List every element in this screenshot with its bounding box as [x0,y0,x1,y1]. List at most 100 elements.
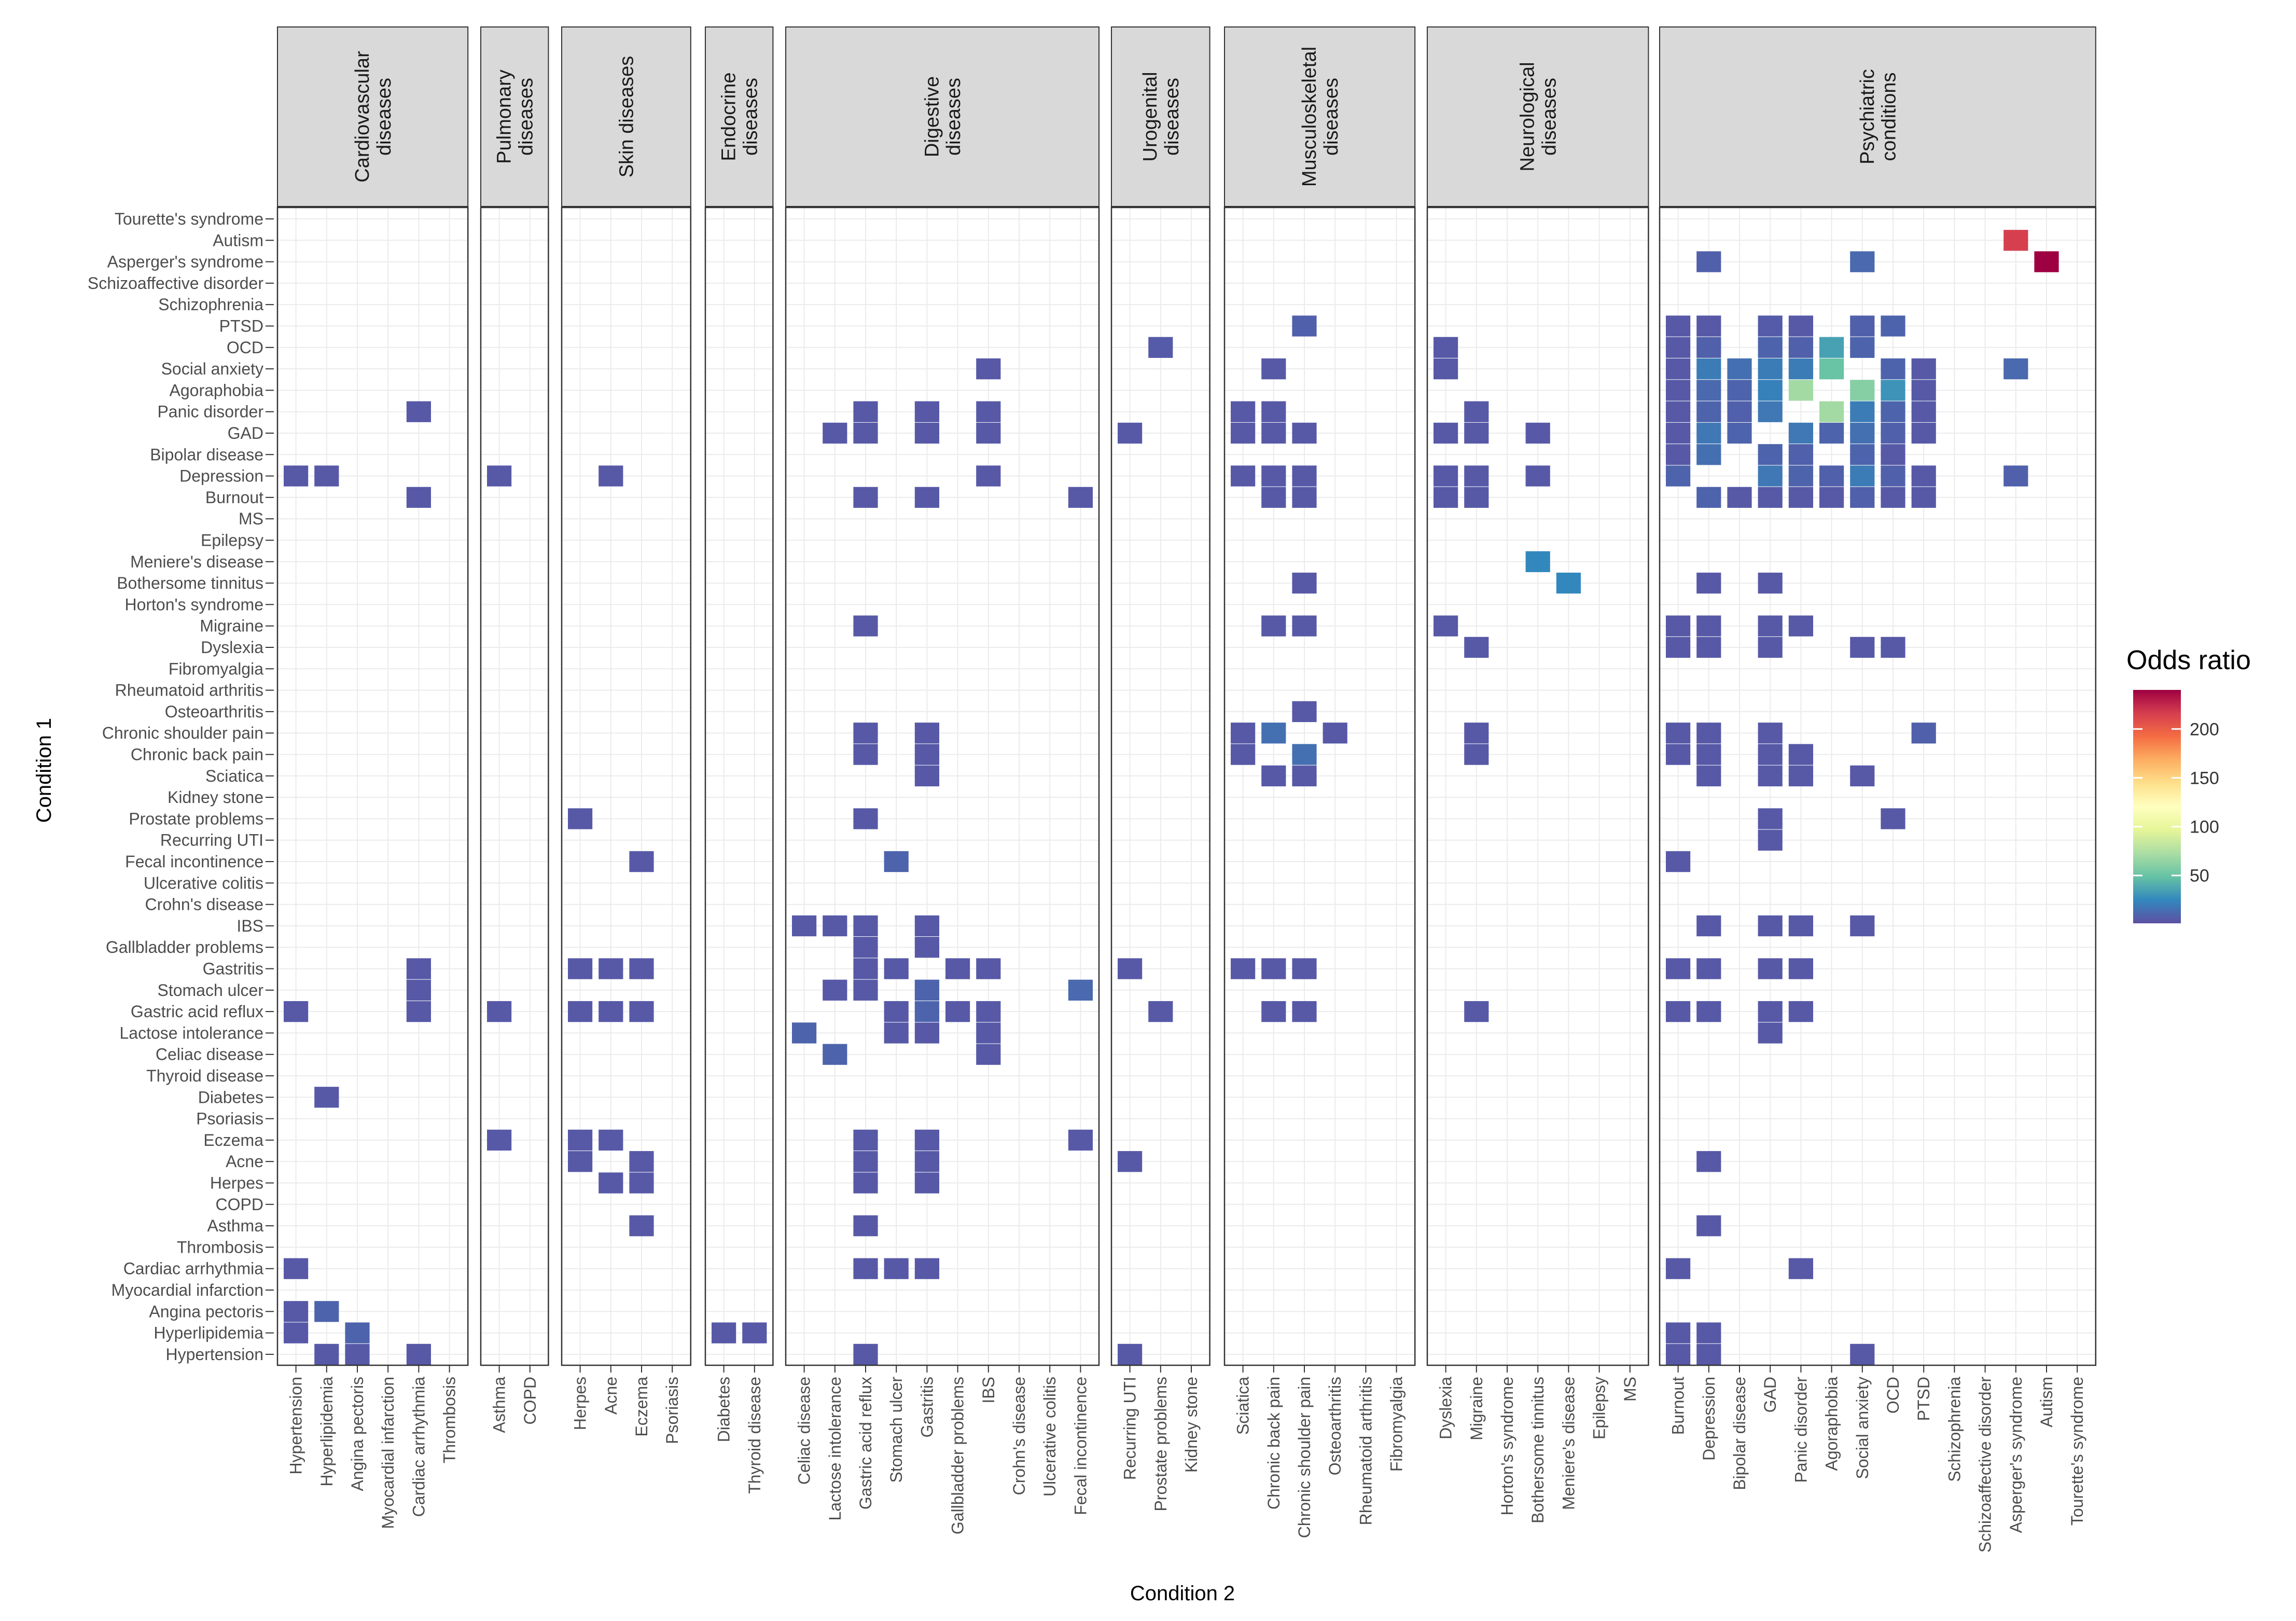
cell-acne-x-depression [1696,1151,1721,1172]
cell-hyperlipidemia-x-depression [1696,1322,1721,1343]
legend-tick-50: 50 [2190,866,2209,886]
x-tick-bothersome-tinnitus: Bothersome tinnitus [1528,1377,1547,1523]
cell-dyslexia-x-gad [1758,636,1783,658]
y-tick-agoraphobia: Agoraphobia [170,381,264,399]
cell-bipolar-disease-x-burnout [1666,444,1691,465]
panel-border [1223,206,1416,1366]
x-tick-herpes: Herpes [571,1377,590,1430]
y-tick-horton-s-syndrome: Horton's syndrome [124,595,263,614]
y-tick-prostate-problems: Prostate problems [129,809,263,828]
x-tick-meniere-s-disease: Meniere's disease [1559,1377,1578,1510]
cell-agoraphobia-x-ptsd [1911,380,1936,401]
cell-hypertension-x-social-anxiety [1850,1343,1875,1365]
cell-cardiac-arrhythmia-x-gastritis [914,1258,939,1279]
cell-burnout-x-gastritis [914,487,939,508]
cell-gastric-acid-reflux-x-depression [1696,1001,1721,1022]
cell-lactose-intolerance-x-gad [1758,1022,1783,1044]
cell-lactose-intolerance-x-celiac-disease [792,1022,817,1044]
cell-panic-disorder-x-migraine [1464,401,1489,422]
cell-sciatica-x-social-anxiety [1850,765,1875,786]
cell-ptsd-x-ocd [1881,315,1905,337]
cell-burnout-x-ocd [1881,487,1905,508]
y-tick-angina-pectoris: Angina pectoris [149,1302,263,1321]
facet-strip [785,26,1100,207]
cell-agoraphobia-x-bipolar-disease [1727,380,1752,401]
cell-recurring-uti-x-gad [1758,829,1783,851]
facet-strip [277,26,469,207]
panel-background [705,207,773,1365]
cell-migraine-x-dyslexia [1434,615,1458,636]
x-tick-schizophrenia: Schizophrenia [1945,1377,1964,1482]
cell-ibs-x-celiac-disease [792,915,817,937]
cell-gad-x-chronic-shoulder-pain [1292,422,1317,444]
cell-gad-x-depression [1696,422,1721,444]
cell-gastritis-x-gallbladder-problems [945,958,970,979]
cell-social-anxiety-x-bipolar-disease [1727,358,1752,380]
cell-panic-disorder-x-burnout [1666,401,1691,422]
y-tick-meniere-s-disease: Meniere's disease [130,552,263,571]
y-tick-cardiac-arrhythmia: Cardiac arrhythmia [123,1259,264,1278]
facet-skin-diseases: Skin diseases Herpes Acne Eczema Psoriasis [561,26,692,1444]
cell-panic-disorder-x-ibs [976,401,1001,422]
panel-background [277,207,468,1365]
x-tick-horton-s-syndrome: Horton's syndrome [1498,1377,1516,1516]
cell-sciatica-x-depression [1696,765,1721,786]
cell-bothersome-tinnitus-x-depression [1696,572,1721,594]
cell-gastric-acid-reflux-x-prostate-problems [1148,1001,1173,1022]
legend-ticks: 50 100 150 200 [2133,719,2219,886]
cell-gallbladder-problems-x-gastric-acid-reflux [853,937,878,958]
cell-gad-x-panic-disorder [1788,422,1813,444]
y-tick-bipolar-disease: Bipolar disease [150,445,263,464]
cell-gastritis-x-gastric-acid-reflux [853,958,878,979]
cell-panic-disorder-x-ptsd [1911,401,1936,422]
cell-autism-x-asperger-s-syndrome [2003,230,2028,251]
panel-border [1426,206,1649,1366]
cell-hyperlipidemia-x-thyroid-disease [742,1322,767,1343]
y-tick-gallbladder-problems: Gallbladder problems [106,938,263,957]
cell-gastric-acid-reflux-x-ibs [976,1001,1001,1022]
x-tick-epilepsy: Epilepsy [1590,1377,1609,1439]
cell-bothersome-tinnitus-x-gad [1758,572,1783,594]
y-tick-kidney-stone: Kidney stone [168,788,263,807]
x-tick-cardiac-arrhythmia: Cardiac arrhythmia [409,1377,428,1517]
facet-panels: Cardiovasculardiseases Hypertension Hyperl… [276,26,2097,1553]
cell-ocd-x-prostate-problems [1148,337,1173,358]
y-tick-celiac-disease: Celiac disease [156,1045,263,1064]
cell-chronic-shoulder-pain-x-gad [1758,723,1783,744]
cell-fecal-incontinence-x-burnout [1666,851,1691,872]
cell-ocd-x-dyslexia [1434,337,1458,358]
y-tick-crohn-s-disease: Crohn's disease [145,895,263,914]
cell-depression-x-gad [1758,465,1783,487]
cell-prostate-problems-x-herpes [568,808,593,829]
x-axis-title: Condition 2 [1130,1582,1235,1605]
cell-prostate-problems-x-ocd [1881,808,1905,829]
x-tick-burnout: Burnout [1669,1377,1688,1435]
x-tick-diabetes: Diabetes [715,1377,733,1442]
cell-gad-x-ibs [976,422,1001,444]
cell-panic-disorder-x-depression [1696,401,1721,422]
cell-sciatica-x-gad [1758,765,1783,786]
cell-hyperlipidemia-x-diabetes [712,1322,736,1343]
y-tick-ocd: OCD [227,338,263,357]
cell-ibs-x-panic-disorder [1788,915,1813,937]
cell-social-anxiety-x-panic-disorder [1788,358,1813,380]
cell-social-anxiety-x-burnout [1666,358,1691,380]
cell-hyperlipidemia-x-angina-pectoris [345,1322,370,1343]
cell-gastric-acid-reflux-x-acne [599,1001,623,1022]
cell-ocd-x-burnout [1666,337,1691,358]
cell-eczema-x-asthma [487,1129,512,1151]
cell-acne-x-gastritis [914,1151,939,1172]
y-tick-tourette-s-syndrome: Tourette's syndrome [115,210,263,228]
cell-sciatica-x-chronic-back-pain [1261,765,1286,786]
cell-gastritis-x-burnout [1666,958,1691,979]
cell-herpes-x-acne [599,1172,623,1194]
cell-chronic-back-pain-x-chronic-shoulder-pain [1292,744,1317,765]
cell-gastritis-x-acne [599,958,623,979]
cell-depression-x-chronic-back-pain [1261,465,1286,487]
facet-endocrine-diseases: Endocrinediseases Diabetes Thyroid disease [704,26,774,1494]
cell-ibs-x-gastric-acid-reflux [853,915,878,937]
cell-chronic-shoulder-pain-x-migraine [1464,723,1489,744]
cell-asthma-x-gastric-acid-reflux [853,1215,878,1237]
panel-background [1660,207,2096,1365]
